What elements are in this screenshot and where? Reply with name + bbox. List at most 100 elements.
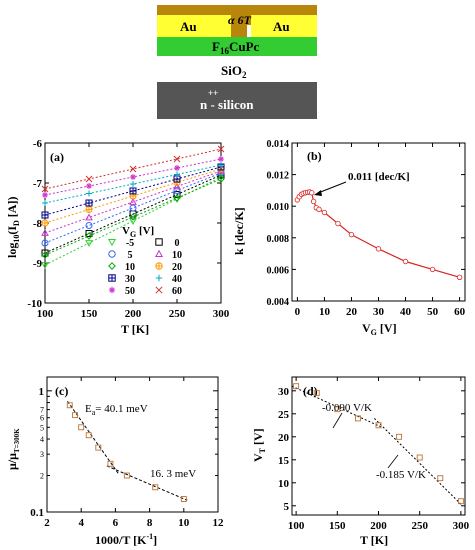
k-point [316, 206, 322, 213]
alpha6t-layer [157, 5, 317, 15]
vt-point [416, 454, 423, 461]
k-point [429, 266, 436, 273]
series-marker-3 [173, 182, 181, 190]
panel-c-fit2-label: 16. 3 meV [150, 468, 196, 480]
legend-marker-6 [108, 274, 116, 282]
x-tick-label: 200 [370, 520, 387, 532]
silicon-label: n - silicon [200, 97, 254, 112]
series-line-3 [44, 170, 222, 234]
x-tick-label: 6 [113, 517, 119, 529]
legend-label-7: 40 [172, 274, 182, 285]
series-marker-9 [217, 145, 225, 153]
x-tick-label: 40 [400, 306, 412, 318]
panel-c-ylabel: μ/μT=300K [5, 428, 21, 470]
x-tick-label: 200 [125, 308, 142, 320]
series-marker-7 [86, 190, 92, 197]
fit-line-2 [374, 418, 463, 507]
panel-c-frame [46, 376, 219, 513]
silicon-substrate [157, 82, 317, 119]
legend-marker-5-cross [155, 262, 163, 270]
panel-b-annotation: 0.011 [dec/K] [348, 171, 410, 183]
au-right-label: Au [273, 19, 290, 34]
series-marker-1 [173, 191, 181, 198]
x-tick-label: 30 [373, 306, 385, 318]
legend-marker-1 [155, 238, 163, 246]
series-marker-6 [129, 187, 137, 195]
x-tick-label: 150 [329, 520, 346, 532]
series-line-2 [44, 172, 222, 244]
silicon-sup-label: ++ [208, 88, 218, 98]
device-schematic: Au α 6T Au F16CuPc SiO2 ++ n - silicon [157, 5, 317, 119]
y-minor-tick-label: 4 [40, 435, 44, 444]
series-line-0 [44, 176, 222, 266]
y-tick-label: 0.008 [267, 234, 290, 245]
legend-marker-9 [155, 286, 163, 294]
y-tick-label: -6 [33, 138, 43, 150]
x-tick-label: 100 [288, 520, 305, 532]
series-marker-5 [85, 206, 93, 213]
x-tick-label: 0 [295, 306, 301, 318]
series-marker-9 [41, 185, 49, 193]
panel-d-fit1-label: -0.090 V/K [322, 402, 372, 414]
panel-d-xlabel: T [K] [360, 533, 388, 547]
x-tick-label: 2 [44, 517, 50, 529]
y-tick-label: -8 [33, 218, 43, 230]
k-point [309, 190, 315, 196]
k-point [456, 274, 463, 280]
k-point [375, 246, 382, 252]
x-tick-label: 300 [453, 520, 470, 532]
panel-b-annotation-arrow [317, 181, 347, 194]
x-tick-label: 10 [178, 517, 190, 529]
panel-b-frame [291, 142, 466, 302]
k-point [321, 209, 328, 216]
panel-b-arrowhead [314, 190, 322, 196]
x-tick-label: 150 [81, 308, 98, 320]
x-tick-label: 12 [213, 517, 225, 529]
series-marker-8 [174, 165, 180, 171]
x-tick-label: 4 [78, 517, 84, 529]
y-tick-label: 5 [284, 501, 290, 513]
vt-point [396, 433, 403, 440]
panel-d-fit2-pointer [387, 454, 399, 469]
panel-d-axes: 100 150 200 250 300 5 10 15 20 25 30 [278, 377, 470, 532]
y-tick-label: 0.1 [30, 507, 44, 519]
mobility-point [180, 496, 187, 502]
x-tick-label: 250 [411, 520, 428, 532]
x-tick-label: 60 [454, 306, 466, 318]
legend-label-2: 5 [128, 250, 133, 261]
series-marker-7 [42, 200, 48, 206]
vt-point [354, 415, 361, 422]
y-minor-tick-label: 7 [40, 406, 44, 415]
k-point [348, 231, 355, 238]
series-marker-3 [85, 213, 93, 221]
x-tick-label: 8 [147, 517, 153, 529]
panel-c-xlabel: 1000/T [K-1] [95, 532, 157, 547]
series-marker-4 [85, 232, 93, 240]
legend-label-9: 60 [172, 286, 182, 297]
legend-marker-6-cross [108, 274, 116, 282]
panel-a-label: (a) [50, 150, 64, 164]
series-marker-6-cross [130, 188, 136, 194]
fit-line-2 [106, 465, 188, 501]
y-minor-tick-label: 6 [40, 414, 44, 423]
series-marker-7 [218, 162, 224, 168]
series-marker-2 [85, 222, 93, 229]
series-marker-1 [85, 230, 93, 237]
mobility-point [72, 412, 78, 419]
legend-title: VG [V] [122, 225, 154, 239]
legend-label-5: 20 [172, 262, 182, 273]
series-marker-7 [174, 171, 180, 178]
mobility-point [66, 402, 73, 409]
series-marker-0 [129, 218, 137, 226]
y-tick-label: 10 [278, 478, 290, 490]
series-marker-9 [129, 165, 137, 173]
vt-point [375, 422, 382, 429]
legend-label-3: 10 [172, 250, 182, 261]
series-marker-8 [130, 174, 136, 180]
alpha6t-channel [231, 25, 247, 37]
panel-a: (a) 100 150 200 250 300-10-9-8-7-6 VG [V] -5… [5, 138, 230, 336]
series-marker-4 [41, 251, 49, 259]
series-marker-4 [129, 213, 137, 221]
